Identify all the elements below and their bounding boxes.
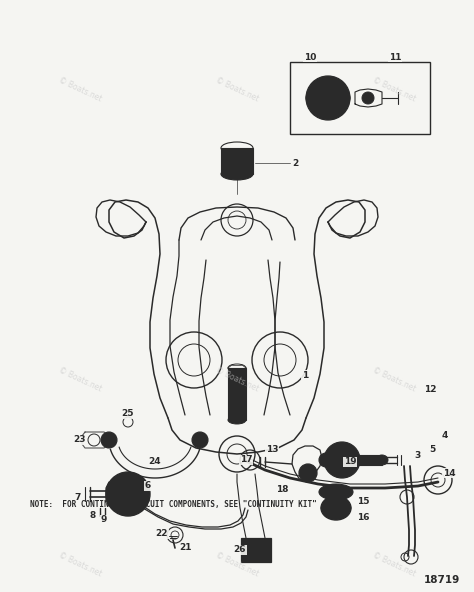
Text: 1: 1 [302,371,308,379]
Text: 14: 14 [443,468,456,478]
Circle shape [319,453,333,467]
Text: 3: 3 [415,451,421,459]
Bar [241,538,271,562]
Text: 9: 9 [101,516,107,525]
Circle shape [320,90,336,106]
Text: 25: 25 [122,410,134,419]
Ellipse shape [321,496,351,520]
Circle shape [101,432,117,448]
Bar [244,538,268,552]
Text: 7: 7 [75,493,81,501]
Text: 22: 22 [156,529,168,539]
Text: 5: 5 [429,446,435,455]
Text: © Boats.net: © Boats.net [214,76,260,104]
Text: 21: 21 [180,543,192,552]
Text: 18719: 18719 [424,575,460,585]
Text: 15: 15 [357,497,369,507]
Ellipse shape [319,484,353,500]
Text: © Boats.net: © Boats.net [371,76,417,104]
Text: 23: 23 [74,436,86,445]
Circle shape [122,488,134,500]
Text: 13: 13 [266,446,278,455]
Text: © Boats.net: © Boats.net [371,366,417,394]
Circle shape [192,432,208,448]
Circle shape [115,481,141,507]
Text: © Boats.net: © Boats.net [214,366,260,394]
Ellipse shape [228,416,246,424]
Text: NOTE:  FOR CONTINUITY CIRCUIT COMPONENTS, SEE "CONTINUITY KIT": NOTE: FOR CONTINUITY CIRCUIT COMPONENTS,… [30,500,317,510]
Text: © Boats.net: © Boats.net [57,366,103,394]
Text: © Boats.net: © Boats.net [57,551,103,579]
Ellipse shape [376,455,388,465]
Ellipse shape [221,168,253,180]
Circle shape [324,442,360,478]
Text: 12: 12 [424,385,436,394]
Text: 26: 26 [234,545,246,555]
Bar [228,368,246,420]
Text: 18: 18 [276,485,288,494]
Circle shape [362,92,374,104]
Text: © Boats.net: © Boats.net [57,76,103,104]
Text: 8: 8 [90,511,96,520]
Text: © Boats.net: © Boats.net [371,551,417,579]
Text: 17: 17 [240,455,252,465]
Text: 19: 19 [344,458,356,466]
Circle shape [106,472,150,516]
Text: 2: 2 [292,159,298,168]
Ellipse shape [306,88,350,108]
Text: 10: 10 [304,53,316,62]
Text: 24: 24 [149,458,161,466]
Ellipse shape [356,456,364,464]
Text: 4: 4 [442,430,448,439]
Bar [221,148,253,174]
Circle shape [315,85,341,111]
Text: © Boats.net: © Boats.net [214,551,260,579]
Text: 6: 6 [145,481,151,491]
Bar [342,455,382,465]
Text: 16: 16 [357,513,369,523]
Circle shape [299,464,317,482]
Bar [290,62,430,134]
Text: 11: 11 [389,53,401,62]
Circle shape [306,76,350,120]
Circle shape [332,450,352,470]
